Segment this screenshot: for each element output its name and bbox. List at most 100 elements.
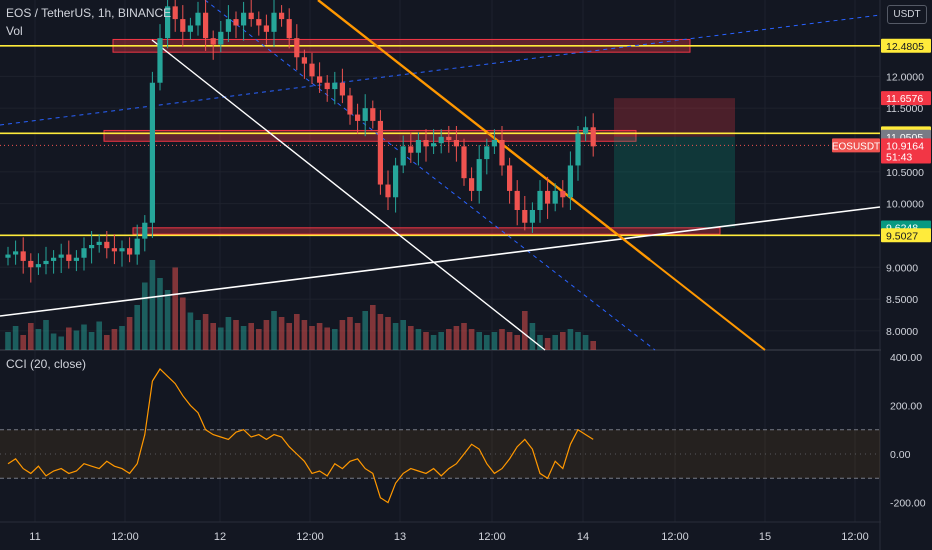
candle-body — [172, 6, 178, 20]
volume-bar — [50, 333, 57, 350]
candle-body — [142, 222, 148, 239]
downtrend-line — [649, 259, 766, 351]
volume-bar — [514, 335, 520, 350]
volume-bar — [134, 305, 140, 350]
candle-body — [203, 12, 209, 39]
volume-bar — [73, 330, 80, 350]
volume-bar — [180, 297, 186, 350]
volume-bar — [126, 317, 133, 350]
volume-bar — [225, 317, 232, 350]
volume-bar — [172, 267, 178, 350]
volume-bar — [430, 335, 437, 350]
volume-bar — [560, 332, 566, 350]
price-label: 10.9164 — [886, 140, 924, 152]
volume-bar — [278, 317, 285, 350]
candle-body — [431, 143, 437, 147]
candle-body — [522, 210, 528, 223]
price-tick: 10.0000 — [886, 199, 924, 211]
candle-body — [469, 178, 475, 191]
volume-bar — [354, 323, 361, 350]
candle-body — [476, 159, 482, 191]
volume-bar — [256, 329, 262, 350]
downtrend-line — [317, 0, 651, 261]
candle-body — [491, 140, 497, 147]
price-label: 12.4805 — [886, 41, 924, 53]
time-tick: 12 — [214, 531, 226, 543]
time-tick: 12:00 — [661, 531, 689, 543]
price-label-bg — [881, 91, 931, 106]
volume-bar — [446, 329, 452, 350]
volume-bar — [544, 338, 551, 350]
trendline — [0, 206, 881, 317]
sr-zone — [132, 227, 721, 235]
symbol-tag-bg — [832, 138, 880, 153]
price-tick: 10.5000 — [886, 167, 924, 179]
volume-bar — [202, 314, 209, 350]
volume-bar — [5, 332, 11, 350]
volume-bar — [28, 323, 34, 350]
time-tick: 12:00 — [478, 531, 506, 543]
candle-body — [309, 63, 315, 77]
volume-bar — [119, 326, 125, 350]
candle-body — [317, 76, 323, 83]
time-tick: 14 — [577, 531, 589, 543]
sr-zone — [103, 129, 637, 142]
price-label: 11.6576 — [886, 93, 923, 105]
candle-body — [225, 19, 231, 32]
cci-line — [7, 368, 594, 504]
candle-body — [408, 146, 414, 153]
time-tick: 12:00 — [296, 531, 324, 543]
volume-bar — [362, 311, 368, 350]
candle-body — [89, 245, 95, 249]
volume-bar — [453, 326, 460, 350]
candle-body — [58, 254, 64, 258]
candle-body — [20, 251, 26, 261]
volume-bar — [157, 278, 163, 350]
volume-bar — [392, 323, 399, 350]
volume-bar — [476, 332, 482, 350]
volume-bar — [590, 341, 596, 350]
volume-bar — [218, 327, 224, 350]
stop-loss-zone — [614, 98, 735, 137]
volume-bar — [66, 327, 72, 350]
candle-body — [165, 6, 171, 39]
candle-body — [362, 108, 368, 121]
channel-line — [204, 0, 656, 351]
volume-bar — [271, 311, 277, 350]
volume-bar — [43, 320, 49, 350]
volume-bar — [377, 314, 384, 350]
price-label: 51:43 — [886, 152, 912, 164]
price-label-bg — [881, 149, 931, 164]
volume-bar — [575, 332, 581, 350]
candle-body — [81, 248, 87, 258]
candle-body — [453, 140, 459, 147]
candle-body — [28, 260, 34, 268]
price-tick: 8.0000 — [886, 326, 918, 338]
currency-button[interactable]: USDT — [887, 5, 927, 24]
candle-body — [590, 127, 596, 147]
time-tick: 12:00 — [111, 531, 139, 543]
volume-bar — [286, 323, 292, 350]
candle-body — [271, 12, 277, 32]
volume-bar — [370, 305, 376, 350]
candle-body — [73, 257, 79, 261]
candle-body — [423, 140, 429, 147]
volume-bar — [20, 335, 26, 350]
candle-body — [180, 19, 186, 32]
candle-body — [35, 264, 41, 268]
cci-label: CCI (20, close) — [6, 357, 87, 371]
candle-body — [583, 127, 589, 134]
candle-body — [484, 146, 490, 160]
take-profit-zone — [614, 136, 735, 228]
candle-body — [385, 184, 391, 198]
volume-bar — [491, 332, 498, 350]
candle-body — [294, 38, 300, 58]
volume-bar — [484, 335, 490, 350]
candle-body — [332, 82, 338, 90]
volume-bar — [248, 323, 254, 350]
volume-bar — [552, 335, 558, 350]
volume-bar — [385, 317, 391, 350]
candle-body — [415, 140, 421, 153]
volume-bar — [149, 260, 156, 350]
cci-tick: 0.00 — [890, 449, 911, 461]
